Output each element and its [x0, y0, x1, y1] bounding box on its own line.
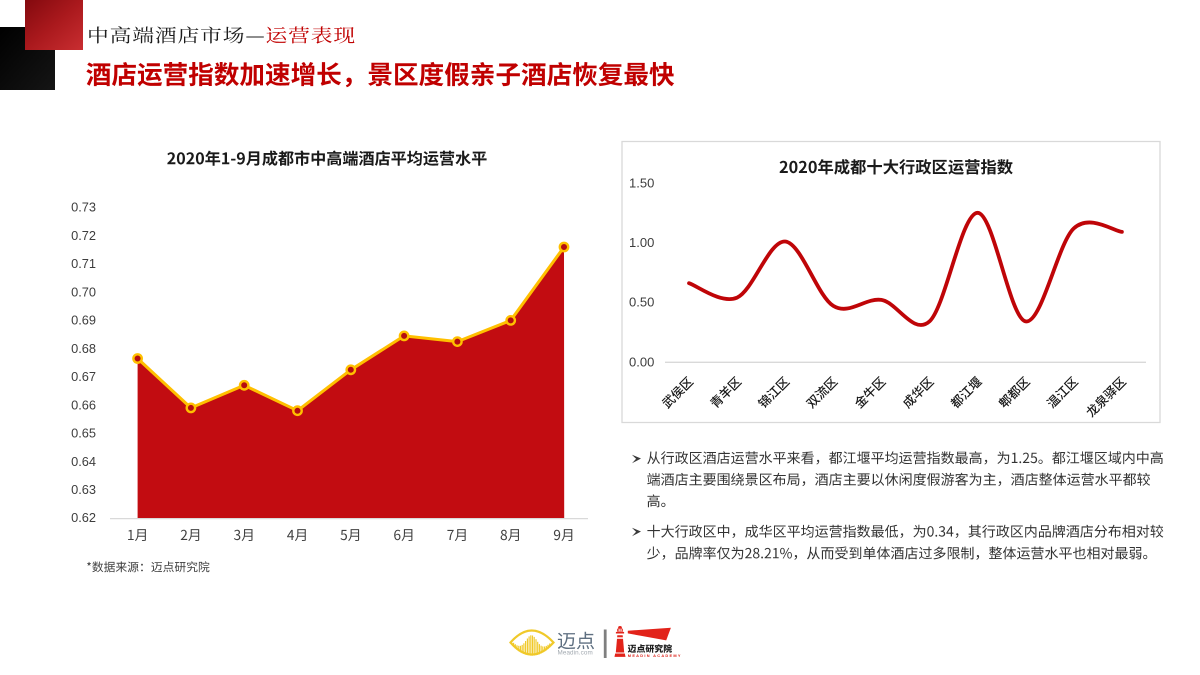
svg-text:1.00: 1.00 [629, 235, 654, 250]
svg-text:0.65: 0.65 [71, 426, 96, 441]
svg-text:Meadin.com: Meadin.com [558, 650, 593, 657]
svg-text:1.50: 1.50 [629, 175, 654, 190]
svg-text:0.68: 0.68 [71, 341, 96, 356]
svg-text:0.71: 0.71 [71, 256, 96, 271]
svg-text:0.50: 0.50 [629, 295, 654, 310]
svg-text:0.66: 0.66 [71, 397, 96, 412]
svg-text:0.63: 0.63 [71, 482, 96, 497]
svg-text:0.67: 0.67 [71, 369, 96, 384]
svg-text:0.64: 0.64 [71, 454, 96, 469]
svg-text:MEADIN ACADEMY: MEADIN ACADEMY [628, 653, 682, 658]
svg-text:0.70: 0.70 [71, 284, 96, 299]
svg-text:0.62: 0.62 [71, 510, 96, 525]
svg-text:0.00: 0.00 [629, 354, 654, 369]
svg-text:0.72: 0.72 [71, 228, 96, 243]
svg-text:0.73: 0.73 [71, 200, 96, 215]
svg-text:0.69: 0.69 [71, 313, 96, 328]
